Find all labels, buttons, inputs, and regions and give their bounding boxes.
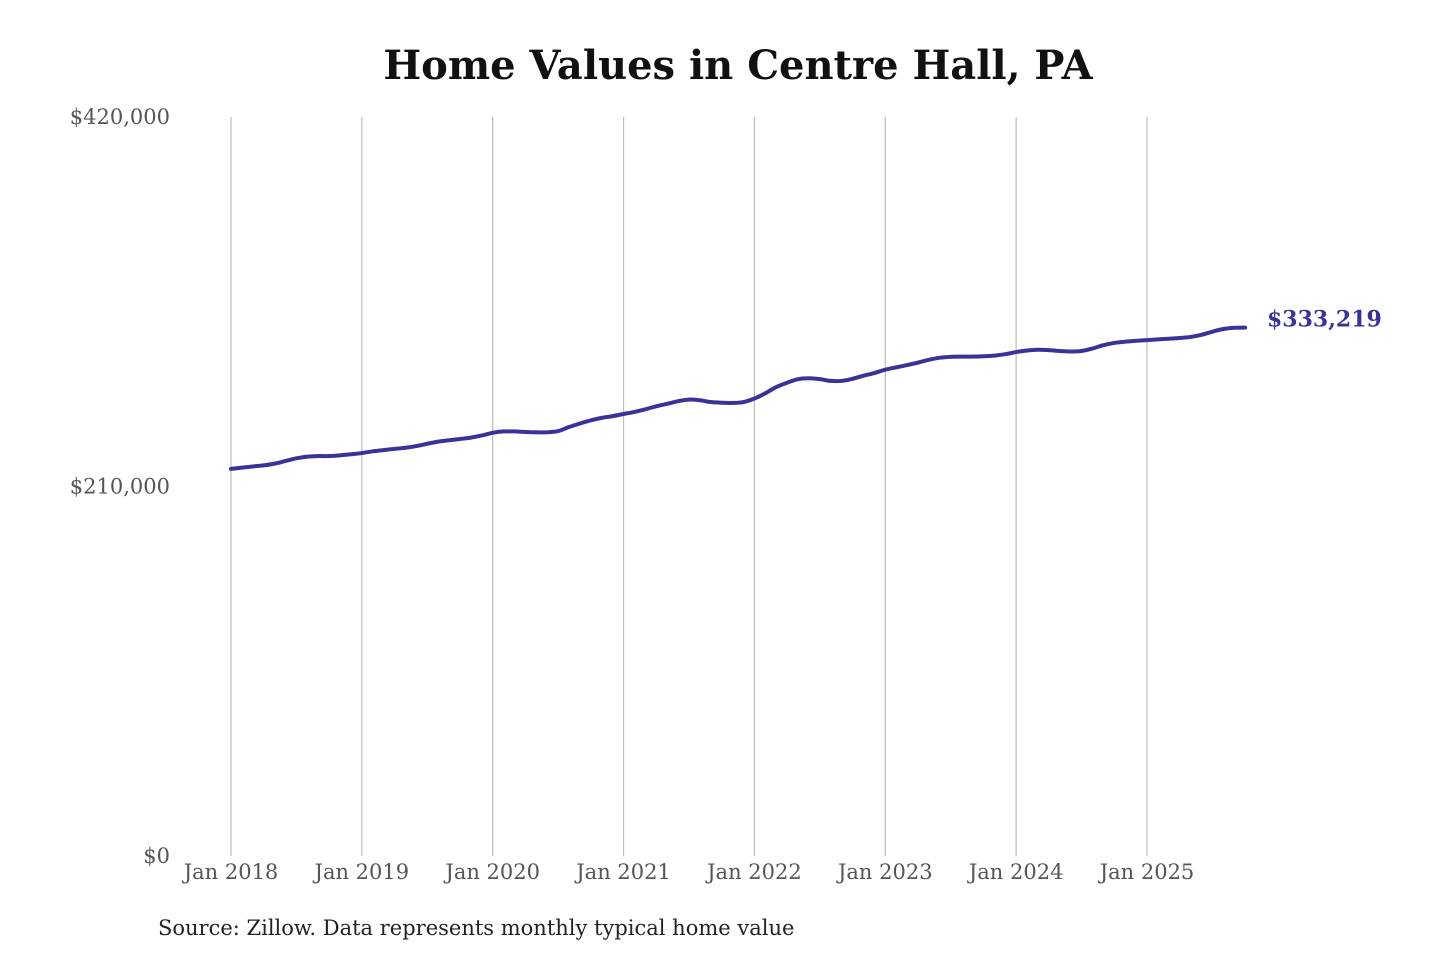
end-value-label-group: $333,219 — [1267, 307, 1382, 333]
x-tick-label: Jan 2024 — [967, 860, 1064, 884]
x-tick-label: Jan 2019 — [313, 860, 410, 884]
y-tick-label: $420,000 — [70, 105, 170, 129]
y-axis-ticks: $420,000 $210,000 $0 — [70, 105, 170, 868]
end-value-label: $333,219 — [1267, 307, 1382, 333]
x-tick-label: Jan 2023 — [836, 860, 933, 884]
x-axis-ticks: Jan 2018 Jan 2019 Jan 2020 Jan 2021 Jan 2022… — [182, 860, 1195, 884]
source-note: Source: Zillow. Data represents monthly … — [158, 916, 795, 940]
x-tick-label: Jan 2025 — [1098, 860, 1195, 884]
series-line — [229, 325, 1248, 471]
chart-title: Home Values in Centre Hall, PA — [383, 42, 1093, 89]
x-tick-label: Jan 2021 — [574, 860, 671, 884]
y-tick-label: $0 — [143, 844, 170, 868]
x-tick-label: Jan 2018 — [182, 860, 279, 884]
x-tick-label: Jan 2020 — [443, 860, 540, 884]
gridlines — [230, 117, 1148, 856]
series-layer — [229, 325, 1248, 471]
y-tick-label: $210,000 — [70, 475, 170, 499]
x-tick-label: Jan 2022 — [705, 860, 802, 884]
